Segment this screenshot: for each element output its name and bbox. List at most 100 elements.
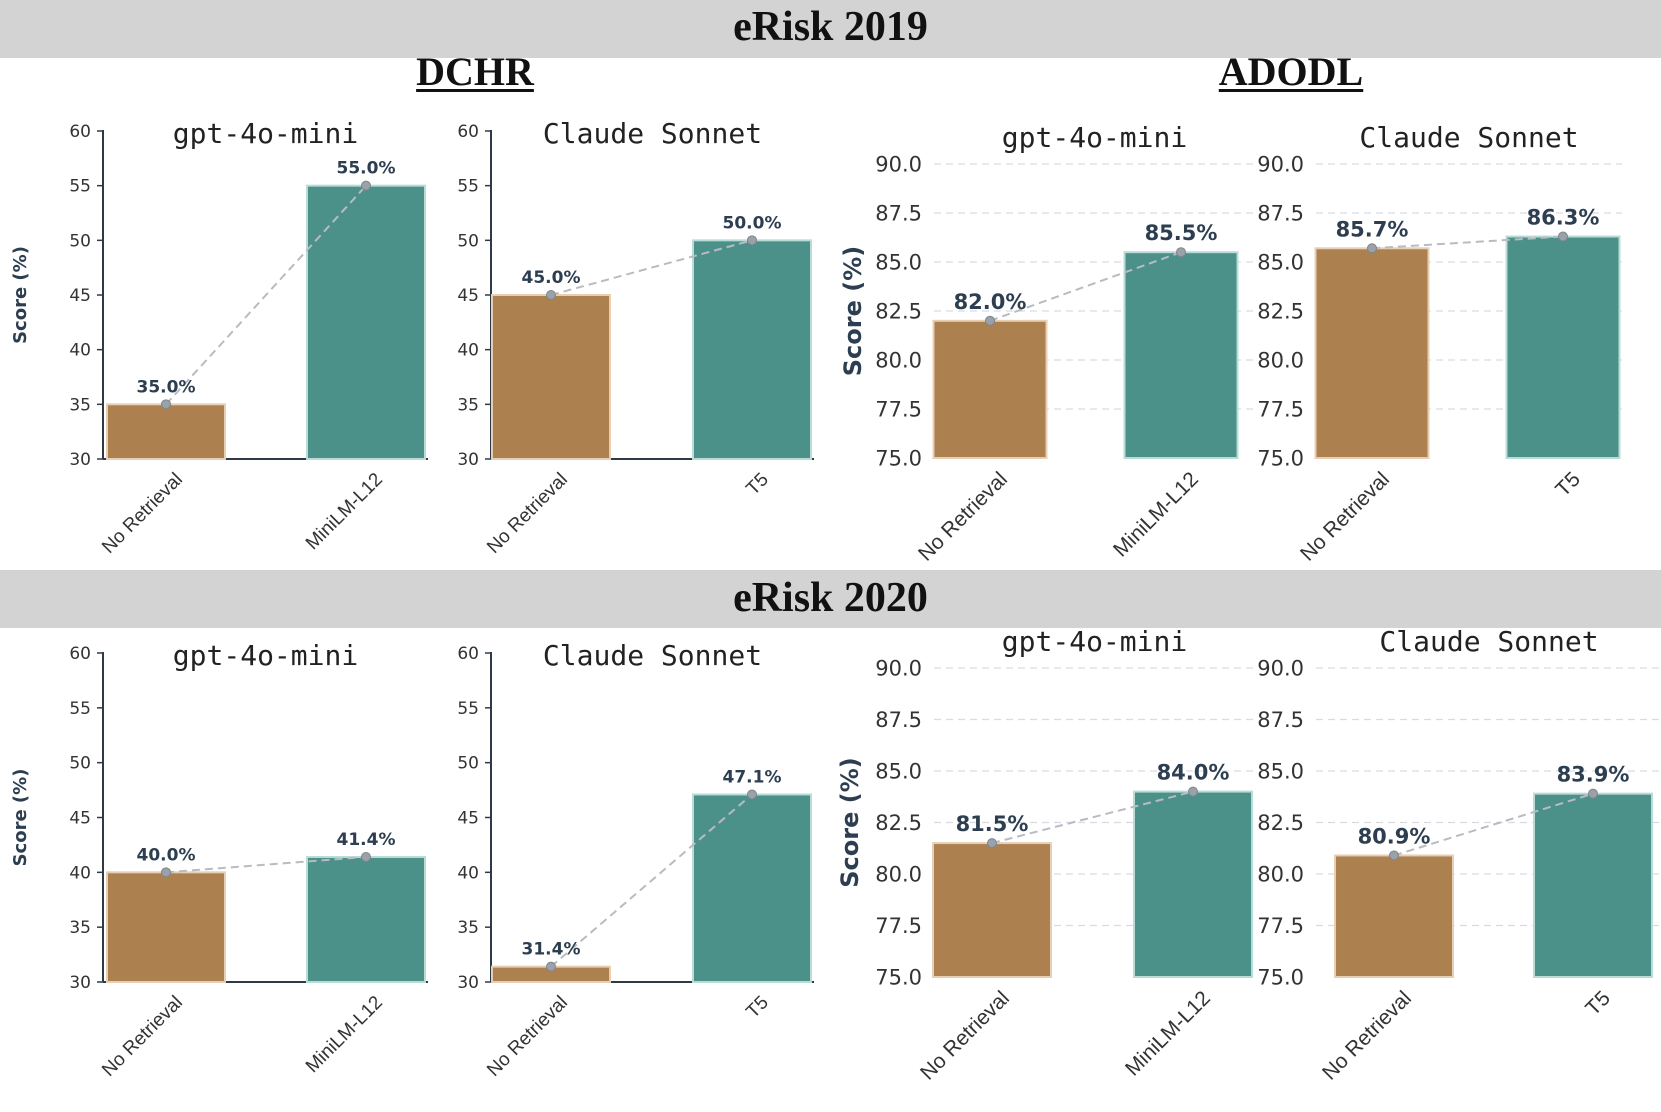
data-label: 55.0% (337, 159, 396, 179)
y-tick-label: 77.5 (1257, 397, 1304, 421)
section-header-2020: eRisk 2020 (0, 570, 1661, 628)
trend-line (1393, 792, 1594, 857)
chart-panel: 30 35 40 45 50 55 60 35.0% 55.0% No Retrieval Mini… (10, 117, 428, 558)
trend-line (991, 790, 1194, 845)
panel-title: Claude Sonnet (543, 117, 762, 150)
y-tick-label: 35 (69, 395, 91, 415)
y-axis-label: Score (%) (836, 757, 864, 887)
y-tick-label: 45 (457, 286, 479, 306)
trend-point (1558, 231, 1568, 242)
group-title-dchr: DCHR (416, 49, 534, 94)
trend-point (1188, 786, 1198, 797)
trend-line (550, 239, 753, 296)
trend-line (550, 793, 753, 968)
y-tick-label: 87.5 (875, 201, 922, 225)
y-tick-label: 87.5 (1257, 708, 1304, 732)
data-label: 50.0% (723, 213, 782, 233)
y-tick-label: 85.0 (1257, 250, 1304, 274)
y-tick-label: 40 (69, 341, 91, 361)
y-tick-label: 50 (69, 231, 91, 251)
x-tick-label: T5 (742, 469, 773, 500)
trend-point (1367, 243, 1377, 254)
x-tick-label: No Retrieval (98, 992, 187, 1081)
data-label: 85.5% (1145, 221, 1218, 245)
y-tick-label: 60 (69, 122, 91, 142)
y-tick-label: 90.0 (875, 152, 922, 176)
y-tick-label: 30 (457, 450, 479, 470)
data-label: 85.7% (1336, 217, 1409, 241)
trend-point (747, 235, 757, 246)
bar-no-retrieval (106, 403, 226, 461)
data-label: 35.0% (137, 377, 196, 397)
trend-point (747, 789, 757, 800)
y-tick-label: 30 (457, 973, 479, 993)
y-tick-label: 60 (69, 644, 91, 664)
trend-point (987, 838, 997, 849)
y-tick-label: 50 (69, 754, 91, 774)
y-tick-label: 60 (457, 644, 479, 664)
x-tick-label: No Retrieval (914, 468, 1012, 566)
y-tick-label: 75.0 (1257, 446, 1304, 470)
group-title-adodl: ADODL (1218, 49, 1364, 94)
y-tick-label: 82.5 (875, 299, 922, 323)
panel-title: Claude Sonnet (543, 639, 762, 672)
x-tick-label: MiniLM-L12 (1121, 987, 1215, 1081)
y-tick-label: 35 (457, 918, 479, 938)
trend-point (1389, 850, 1399, 861)
x-tick-label: MiniLM-L12 (302, 992, 387, 1077)
trend-point (546, 961, 556, 972)
y-tick-label: 30 (69, 450, 91, 470)
trend-point (161, 867, 171, 878)
y-tick-label: 82.5 (875, 811, 922, 835)
trend-point (1588, 788, 1598, 799)
y-tick-label: 85.0 (875, 250, 922, 274)
y-tick-label: 80.0 (1257, 348, 1304, 372)
y-axis-label: Score (%) (10, 769, 31, 867)
x-tick-label: No Retrieval (98, 469, 187, 558)
bar-retrieval (692, 239, 812, 460)
y-tick-label: 75.0 (875, 965, 922, 989)
y-tick-label: 35 (457, 395, 479, 415)
data-label: 31.4% (522, 940, 581, 960)
y-tick-label: 40 (457, 341, 479, 361)
y-tick-label: 55 (69, 177, 91, 197)
y-tick-label: 50 (457, 754, 479, 774)
y-tick-label: 60 (457, 122, 479, 142)
x-tick-label: MiniLM-L12 (1109, 468, 1203, 562)
y-axis-label: Score (%) (10, 246, 31, 344)
y-tick-label: 75.0 (875, 446, 922, 470)
data-label: 83.9% (1557, 763, 1630, 787)
trend-line (165, 184, 367, 406)
bar-retrieval (1123, 251, 1239, 459)
y-tick-label: 45 (69, 286, 91, 306)
chart-panel: 30 35 40 45 50 55 60 40.0% 41.4% No Retrieval Mini… (10, 639, 428, 1081)
bar-no-retrieval (1334, 854, 1454, 979)
y-tick-label: 77.5 (1257, 914, 1304, 938)
trend-point (361, 851, 371, 862)
data-label: 40.0% (137, 845, 196, 865)
data-label: 45.0% (522, 268, 581, 288)
chart-panel: 75.0 77.5 80.0 82.5 85.0 87.5 90.0 82.0% 85.5% No… (839, 121, 1255, 566)
x-tick-label: T5 (1581, 987, 1615, 1021)
section-header-2019: eRisk 2019 (0, 0, 1661, 58)
x-tick-label: No Retrieval (483, 992, 572, 1081)
y-tick-label: 82.5 (1257, 811, 1304, 835)
data-label: 41.4% (337, 830, 396, 850)
chart-panel: 30 35 40 45 50 55 60 31.4% 47.1% No Retrieval T5 Cl… (457, 639, 814, 1081)
x-tick-label: T5 (1551, 468, 1585, 502)
chart-panel: 75.0 77.5 80.0 82.5 85.0 87.5 90.0 85.7% 86.3% No… (1257, 121, 1622, 566)
y-tick-label: 90.0 (875, 656, 922, 680)
bar-retrieval (306, 855, 426, 983)
y-tick-label: 85.0 (875, 759, 922, 783)
x-tick-label: T5 (742, 992, 773, 1023)
trend-point (985, 315, 995, 326)
bar-no-retrieval (932, 319, 1048, 459)
panel-title: Claude Sonnet (1359, 121, 1578, 154)
y-tick-label: 40 (457, 863, 479, 883)
y-tick-label: 45 (457, 808, 479, 828)
panel-title: gpt-4o-mini (173, 639, 358, 672)
chart-panel: 75.0 77.5 80.0 82.5 85.0 87.5 90.0 81.5% 84.0% No… (836, 625, 1255, 1085)
bar-retrieval (692, 793, 812, 983)
y-tick-label: 80.0 (875, 862, 922, 886)
